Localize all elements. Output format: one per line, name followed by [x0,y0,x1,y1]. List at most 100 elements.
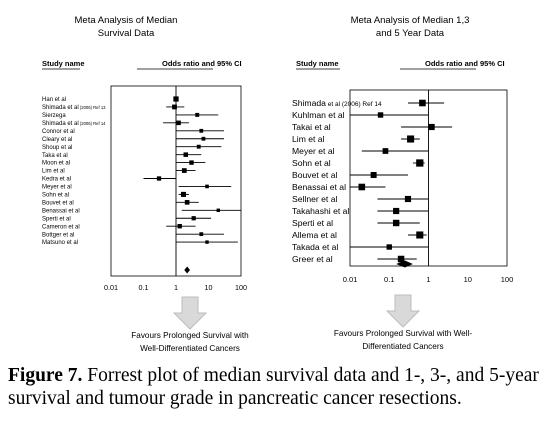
study-name: Sierzega [42,113,66,119]
odds-ratio-marker [416,159,424,167]
study-label: Connor et al [42,129,75,135]
study-label: Cameron et al [42,224,80,230]
odds-ratio-marker [404,195,412,203]
down-arrow-icon [172,296,208,330]
study-name: Kuhlman et al [292,110,345,120]
figure-label: Figure 7. [8,365,83,386]
odds-ratio-marker [183,152,189,157]
down-arrow-icon [385,294,421,328]
study-name: Takada et al [292,242,338,252]
study-label: Sperti et al [42,216,71,222]
study-label: Lim et al [42,169,65,175]
odds-ratio-marker [393,207,400,215]
odds-ratio-marker [180,191,187,197]
summary-diamond [184,266,191,274]
x-tick-label: 0.1 [139,283,149,292]
study-label: Sierzega [42,113,66,119]
study-name: Takahashi et al [292,206,349,216]
odds-ratio-marker [216,208,220,212]
odds-ratio-marker [377,112,384,118]
study-name: Sperti et al [42,216,71,222]
favours-label-line: Well-Differentiated Cancers [140,344,240,353]
odds-ratio-marker [386,244,392,250]
study-label: Moon et al [42,161,70,167]
study-label: Bouvet et al [42,200,74,206]
study-label: Takai et al [292,122,331,132]
odds-ratio-marker [199,232,204,237]
study-label: Kedra et al [42,177,71,183]
study-name: Benassai et al [42,208,80,214]
x-tick-label: 1 [426,275,430,284]
odds-ratio-marker [392,219,400,227]
study-name: Matsuno et al [42,240,78,246]
favours-label-line: Favours Prolonged Survival with Well- [334,329,472,338]
odds-ratio-marker [172,104,177,110]
study-name: Connor et al [42,129,75,135]
x-tick-label: 10 [464,275,472,284]
study-name: Kedra et al [42,177,71,183]
study-name: Allema et al [292,230,337,240]
study-name: Han et al [42,97,66,103]
study-name: Shimada [292,98,326,108]
x-tick-label: 10 [205,283,213,292]
odds-ratio-marker [205,240,209,244]
study-name: Benassai et al [292,182,346,192]
study-label: Bouvet et al [292,170,337,180]
study-name: Moon et al [42,161,70,167]
chart-title-line: Meta Analysis of Median 1,3 [351,15,470,26]
odds-ratio-marker [184,200,190,205]
study-name: Meyer et al [42,185,72,191]
odds-ratio-marker [199,128,204,133]
study-name: Bouvet et al [42,200,74,206]
study-name: Takai et al [292,122,331,132]
odds-ratio-marker [397,255,405,263]
study-name: Sperti et al [292,218,333,228]
forest-plot-median-survival: Meta Analysis of Median Survival Data Stud… [42,15,249,353]
study-label: Shoup et al [42,145,72,151]
figure-caption-text: Forrest plot of median survival data and… [8,365,539,409]
study-label: Shimada et al (2006) Ref 14 [42,121,106,127]
favours-label-line: Differentiated Cancers [362,342,443,351]
study-label: Lim et al [292,134,325,144]
x-tick-label: 100 [501,275,514,284]
odds-ratio-marker [205,184,209,189]
odds-ratio-marker [358,183,366,191]
odds-ratio-marker [382,148,389,154]
chart-title-line: Survival Data [98,28,155,39]
x-tick-label: 1 [174,283,178,292]
study-label: Sohn et al [42,193,69,199]
study-name: Cameron et al [42,224,80,230]
study-label: Sellner et al [292,194,337,204]
study-label: Meyer et al [292,146,335,156]
odds-ratio-marker [419,99,426,107]
column-header-study-name: Study name [42,59,85,68]
odds-ratio-marker [156,176,162,181]
study-name: Sohn et al [292,158,331,168]
odds-ratio-marker [416,231,424,239]
x-tick-label: 0.01 [343,275,358,284]
summary-diamond [396,260,413,268]
odds-ratio-marker [195,112,200,117]
study-name: Sohn et al [42,193,69,199]
study-label: Sperti et al [292,218,333,228]
odds-ratio-marker [196,144,201,149]
chart-title-line: Meta Analysis of Median [75,15,178,26]
odds-ratio-marker [177,223,182,229]
study-label: Shimada et al (2006) Ref 14 [292,98,382,108]
column-header-study-name: Study name [296,59,339,68]
study-label: Takahashi et al [292,206,349,216]
chart-title-line: and 5 Year Data [376,28,445,39]
study-name: Bottger et al [42,232,74,238]
study-name: Bouvet et al [292,170,337,180]
study-label: Takada et al [292,242,338,252]
study-name: Greer et al [292,254,333,264]
x-tick-label: 0.1 [384,275,394,284]
study-reference: (2006) Ref 13 [79,105,106,110]
study-label: Sohn et al [292,158,331,168]
study-label: Benassai et al [42,208,80,214]
study-label: Cleary et al [42,137,72,143]
forest-plot-1-3-5-year-survival: Meta Analysis of Median 1,3 and 5 Year Da… [292,15,513,351]
odds-ratio-marker [201,136,206,141]
odds-ratio-marker [176,120,181,126]
